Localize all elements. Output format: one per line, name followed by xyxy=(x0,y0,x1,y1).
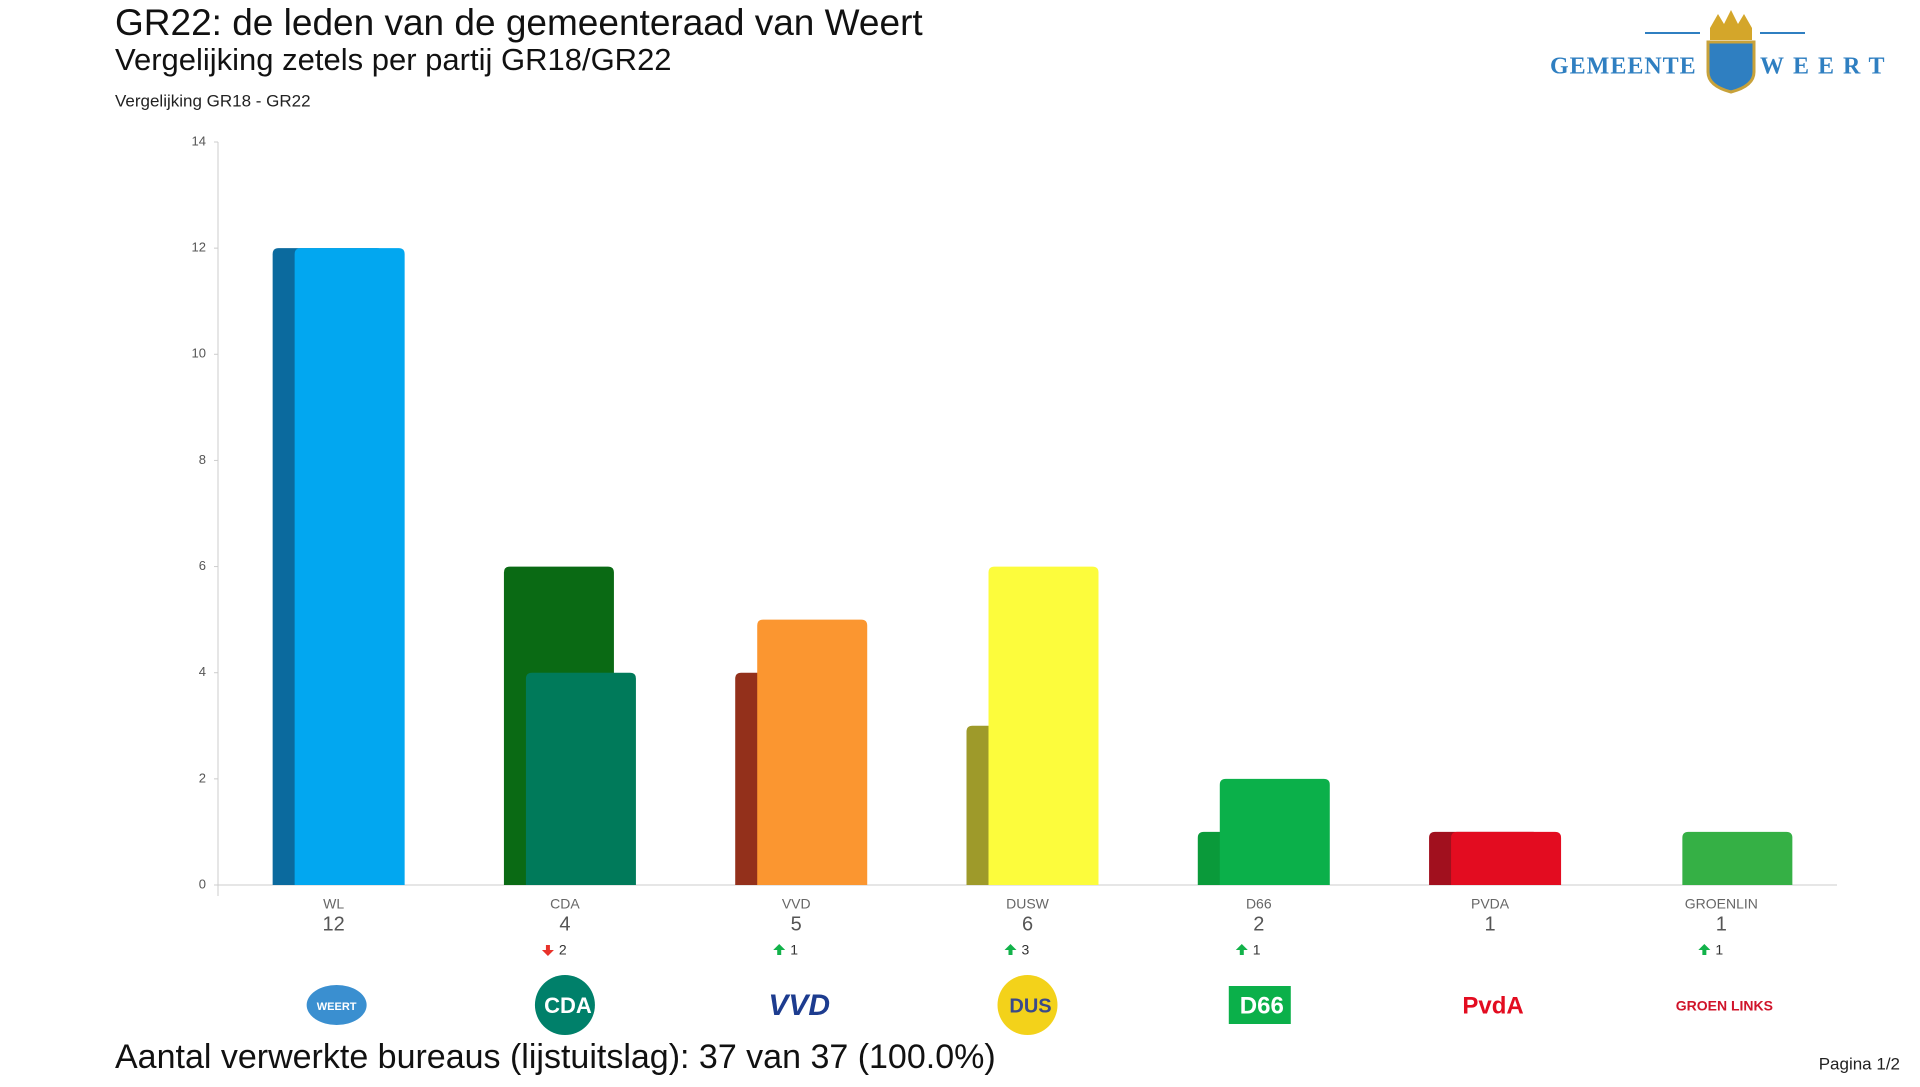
party-logo-bg xyxy=(306,985,367,1025)
logo-text: GEMEENTE xyxy=(1550,54,1697,80)
value-label: 1 xyxy=(1485,913,1496,935)
y-tick-label: 12 xyxy=(192,240,206,255)
change-label: 3 xyxy=(1022,942,1030,958)
x-tick-label: VVD xyxy=(782,896,811,912)
party-logo-text: CDA xyxy=(544,993,592,1018)
change-label: 1 xyxy=(790,942,798,958)
bar xyxy=(1682,831,1793,885)
y-tick-label: 8 xyxy=(199,452,206,467)
x-tick-label: D66 xyxy=(1246,896,1272,912)
party-logo-text: DUS xyxy=(1009,995,1051,1017)
y-tick-label: 14 xyxy=(192,133,206,148)
logo-text: WEERT xyxy=(1760,54,1894,80)
party-logo-text: D66 xyxy=(1240,992,1284,1019)
value-label: 4 xyxy=(559,913,570,935)
logo-shield xyxy=(1706,40,1756,94)
value-label: 5 xyxy=(791,913,802,935)
value-label: 2 xyxy=(1253,913,1264,935)
y-tick-label: 6 xyxy=(199,558,206,573)
municipality-logo: GEMEENTE WEERT xyxy=(1550,10,1894,94)
y-tick-label: 4 xyxy=(199,664,206,679)
bar xyxy=(1219,778,1330,885)
x-tick-label: GROENLIN xyxy=(1685,896,1758,912)
x-tick-label: PVDA xyxy=(1471,896,1510,912)
x-tick-label: DUSW xyxy=(1006,896,1050,912)
change-arrow xyxy=(1004,944,1017,955)
change-label: 1 xyxy=(1715,942,1723,958)
y-tick-label: 0 xyxy=(199,876,206,891)
x-tick-label: CDA xyxy=(550,896,580,912)
page-number: Pagina 1/2 xyxy=(1819,1054,1900,1073)
party-logo-text: GROEN LINKS xyxy=(1676,998,1773,1014)
value-label: 12 xyxy=(323,913,345,935)
change-label: 1 xyxy=(1253,942,1261,958)
party-logo-bg xyxy=(534,975,595,1035)
change-arrow xyxy=(773,944,786,955)
value-label: 6 xyxy=(1022,913,1033,935)
logo-crown xyxy=(1710,10,1752,40)
x-tick-label: WL xyxy=(323,896,344,912)
value-label: 1 xyxy=(1716,913,1727,935)
bar xyxy=(757,619,868,885)
change-arrow xyxy=(541,945,554,956)
bar xyxy=(1451,831,1562,885)
y-tick-label: 2 xyxy=(199,770,206,785)
change-label: 2 xyxy=(559,942,567,958)
chart-title: GR22: de leden van de gemeenteraad van W… xyxy=(115,2,923,43)
change-arrow xyxy=(1698,944,1711,955)
bar xyxy=(294,248,405,886)
party-logo-text: WEERT xyxy=(317,1001,357,1013)
party-logo-text: PvdA xyxy=(1462,992,1523,1019)
party-logo-bg xyxy=(1228,986,1291,1024)
y-tick-label: 10 xyxy=(192,346,206,361)
change-arrow xyxy=(1235,944,1248,955)
party-logo-text: VVD xyxy=(768,989,830,1022)
bar xyxy=(988,566,1099,885)
chart-label: Vergelijking GR18 - GR22 xyxy=(115,91,311,110)
bar xyxy=(525,672,636,885)
chart-subtitle: Vergelijking zetels per partij GR18/GR22 xyxy=(115,42,672,77)
party-logo-bg xyxy=(997,975,1058,1035)
footer: Aantal verwerkte bureaus (lijstuitslag):… xyxy=(115,1038,996,1076)
